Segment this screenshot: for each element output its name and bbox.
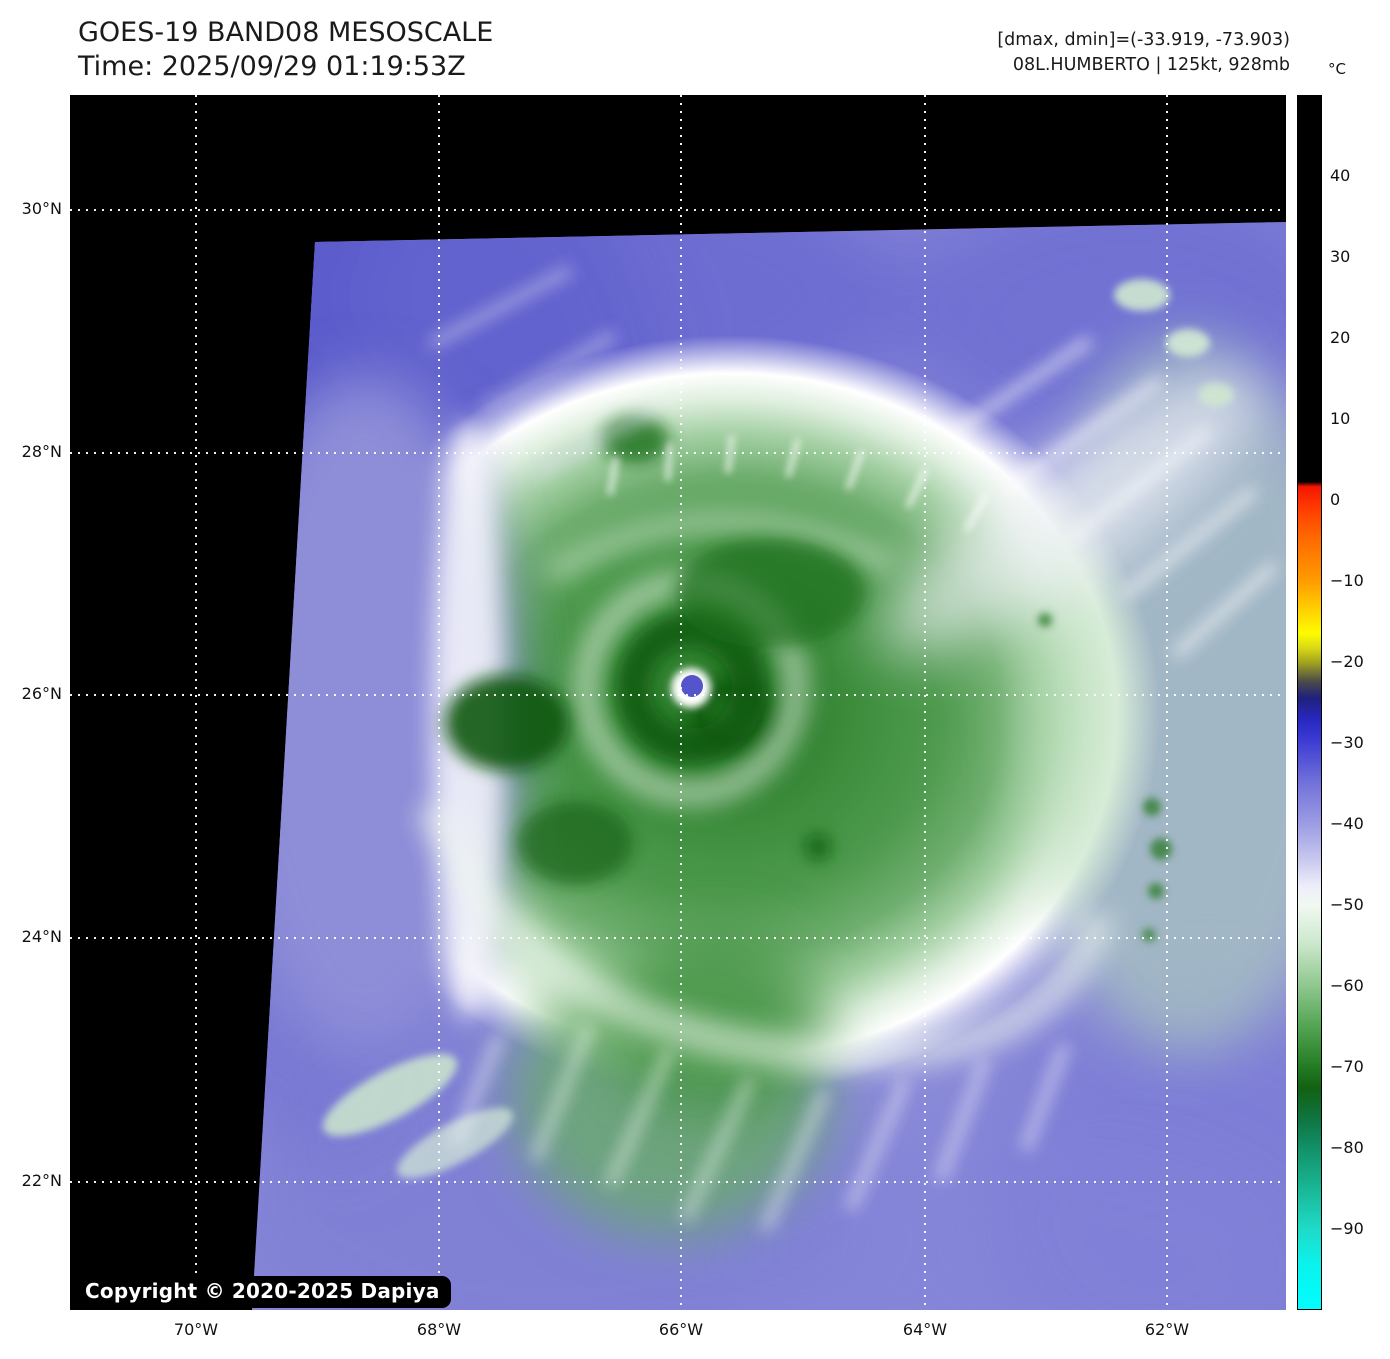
convective-fingers-north	[607, 434, 989, 533]
title-block: GOES-19 BAND08 MESOSCALE Time: 2025/09/2…	[78, 16, 493, 84]
colorbar-tick-10: 10	[1330, 409, 1351, 429]
lon-label-70°W: 70°W	[173, 1320, 219, 1339]
gridline-lat-30°N	[70, 209, 1286, 211]
hurricane-satellite-image	[252, 222, 1286, 1310]
colorbar-tick--80: −80	[1330, 1138, 1364, 1158]
colorbar-tick--40: −40	[1330, 814, 1364, 833]
gridline-lon-70°W	[195, 95, 197, 1310]
colorbar-unit-label: °C	[1328, 60, 1346, 78]
gridline-lon-64°W	[924, 95, 926, 1310]
annotation-block: [dmax, dmin]=(-33.919, -73.903) 08L.HUMB…	[997, 28, 1290, 78]
colorbar-tick--10: −10	[1330, 571, 1364, 590]
colorbar-tick-20: 20	[1330, 328, 1351, 347]
colorbar-tick-0: 0	[1330, 489, 1341, 509]
lat-label-30°N: 30°N	[21, 199, 62, 218]
colorbar-tick-30: 30	[1330, 246, 1351, 266]
gridline-lat-26°N	[70, 694, 1286, 696]
colorbar-tick--50: −50	[1330, 895, 1364, 915]
cirrus-streaks-nw	[427, 265, 658, 480]
hurricane-eye	[671, 668, 711, 708]
colorbar-tick--20: −20	[1330, 652, 1364, 672]
colorbar-tick--70: −70	[1330, 1057, 1364, 1076]
gridline-lat-28°N	[70, 452, 1286, 454]
lat-label-22°N: 22°N	[21, 1171, 62, 1190]
cirrus-streaks-ne	[947, 335, 1279, 659]
storm-status-readout: 08L.HUMBERTO | 125kt, 928mb	[1012, 55, 1290, 75]
lon-label-66°W: 66°W	[658, 1320, 704, 1339]
page-title: GOES-19 BAND08 MESOSCALE	[78, 17, 494, 48]
timestamp: Time: 2025/09/29 01:19:53Z	[78, 51, 466, 82]
gridline-lon-62°W	[1166, 95, 1168, 1310]
colorbar-tick--30: −30	[1330, 732, 1364, 752]
colorbar-tick-40: 40	[1330, 166, 1351, 186]
gridline-lon-68°W	[438, 95, 440, 1310]
gridline-lat-24°N	[70, 937, 1286, 939]
gridline-lon-66°W	[680, 95, 682, 1310]
copyright-badge: Copyright © 2020-2025 Dapiya	[74, 1276, 451, 1308]
lon-label-64°W: 64°W	[902, 1320, 948, 1339]
satellite-map: Copyright © 2020-2025 Dapiya	[70, 95, 1286, 1310]
lat-label-24°N: 24°N	[21, 927, 62, 946]
outflow-streaks-south	[449, 1022, 1071, 1233]
gridline-lat-22°N	[70, 1181, 1286, 1183]
colorbar	[1297, 95, 1322, 1310]
lon-label-68°W: 68°W	[416, 1320, 462, 1339]
cold-cloud-cells	[445, 416, 865, 885]
colorbar-tick--60: −60	[1330, 975, 1364, 995]
lat-label-26°N: 26°N	[21, 684, 62, 703]
colorbar-tick--90: −90	[1330, 1218, 1364, 1238]
lon-label-62°W: 62°W	[1144, 1320, 1190, 1339]
lat-label-28°N: 28°N	[21, 442, 62, 461]
dmax-dmin-readout: [dmax, dmin]=(-33.919, -73.903)	[997, 30, 1290, 50]
